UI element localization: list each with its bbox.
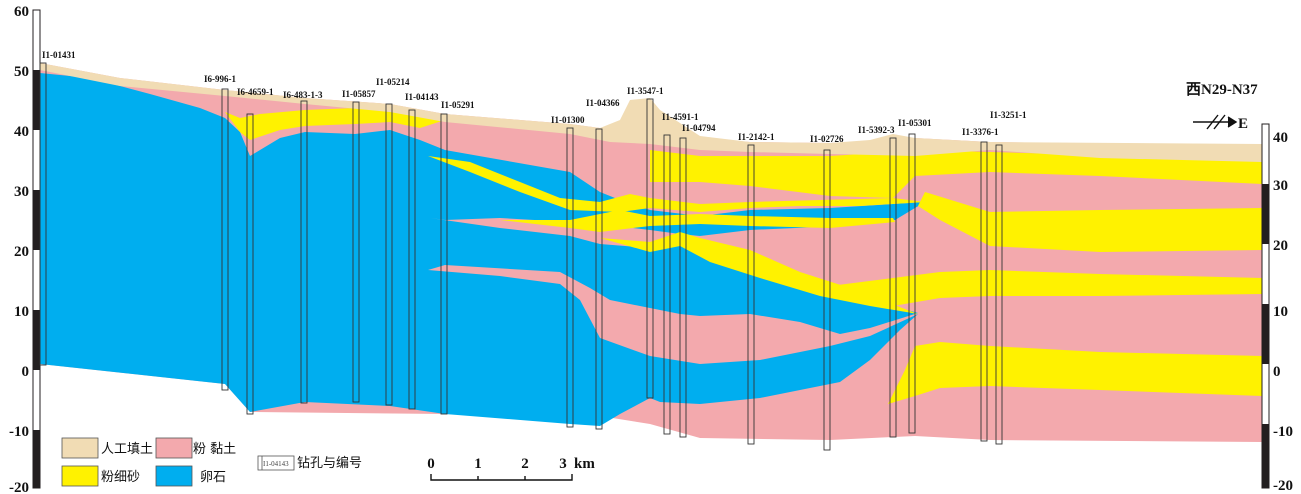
layer-fine-sand-east-lower xyxy=(830,270,1262,306)
right-axis-black-seg xyxy=(1262,184,1269,244)
legend-swatch-fine-sand xyxy=(61,465,99,487)
right-tick-label: 30 xyxy=(1273,178,1288,194)
left-tick-label: -10 xyxy=(9,424,29,440)
right-tick-label: -20 xyxy=(1273,478,1293,494)
left-elevation-axis: 60 50 40 30 20 10 0 -10 -20 xyxy=(9,4,41,494)
scale-tick-label: 0 xyxy=(427,456,435,472)
scale-bar: 0 1 2 3 km xyxy=(427,456,595,481)
right-tick-label: 40 xyxy=(1273,130,1288,146)
borehole-label: I1-05214 xyxy=(376,77,410,87)
layer-gravel-main xyxy=(40,73,925,426)
layer-fine-sand-lens-3 xyxy=(600,232,918,314)
borehole-label: I6-996-1 xyxy=(204,74,236,84)
right-tick-label: -10 xyxy=(1273,424,1293,440)
legend-swatch-gravel xyxy=(155,465,193,487)
left-tick-label: 10 xyxy=(14,304,29,320)
left-tick-label: 40 xyxy=(14,124,29,140)
borehole-column xyxy=(595,128,603,430)
borehole-label: I1-04794 xyxy=(682,123,716,133)
borehole-label: I1-02726 xyxy=(810,134,844,144)
borehole-label: I6-483-1-3 xyxy=(283,90,323,100)
right-tick-label: 10 xyxy=(1273,304,1288,320)
scale-tick-label: 3 xyxy=(559,456,567,472)
layer-fine-sand-lens-1 xyxy=(428,156,925,212)
borehole-labels: I1-01431 I6-996-1 I6-4659-1 I6-483-1-3 I… xyxy=(42,50,1027,144)
borehole-label: I1-3547-1 xyxy=(627,86,664,96)
left-axis-black-seg xyxy=(33,190,40,250)
layer-fine-sand-east-middle xyxy=(918,192,1262,252)
section-title: 西N29-N37 xyxy=(1186,81,1258,98)
borehole-label: I1-3376-1 xyxy=(962,127,999,137)
legend-swatch-silty-clay xyxy=(155,437,193,459)
borehole-column xyxy=(39,62,47,366)
left-tick-label: 20 xyxy=(14,244,29,260)
left-tick-label: 50 xyxy=(14,64,29,80)
legend-swatch-artificial-fill xyxy=(61,437,99,459)
right-tick-label: 0 xyxy=(1273,364,1281,380)
borehole-label: I1-04143 xyxy=(405,92,439,102)
legend-label: 粉 黏土 xyxy=(193,441,236,457)
borehole-column xyxy=(566,127,574,428)
legend-label: 卵石 xyxy=(200,470,226,485)
scale-unit: km xyxy=(574,456,595,472)
right-axis-black-seg xyxy=(1262,304,1269,364)
borehole-label: I1-01300 xyxy=(551,115,585,125)
borehole-column xyxy=(246,113,254,415)
layer-fine-sand-lens-2 xyxy=(500,210,895,232)
borehole-column xyxy=(908,133,916,434)
borehole-column xyxy=(646,98,654,399)
borehole-column xyxy=(352,101,360,403)
left-tick-label: 60 xyxy=(14,4,29,20)
legend-borehole-sample-text: I1-04143 xyxy=(263,460,289,468)
left-tick-label: 30 xyxy=(14,184,29,200)
left-tick-label: 0 xyxy=(22,364,30,380)
layer-fine-sand-west xyxy=(225,108,445,140)
borehole-label: I1-4591-1 xyxy=(662,112,699,122)
left-tick-label: -20 xyxy=(9,480,29,494)
borehole-label: I1-01431 xyxy=(42,50,76,60)
scale-tick-label: 1 xyxy=(474,456,482,472)
right-tick-label: 20 xyxy=(1273,238,1288,254)
boreholes xyxy=(39,62,1003,451)
legend-borehole-sample xyxy=(257,455,295,471)
left-axis-black-seg xyxy=(33,310,40,370)
direction-label: E xyxy=(1238,116,1248,132)
borehole-label: I1-05857 xyxy=(342,89,376,99)
borehole-column xyxy=(663,134,671,435)
legend: 人工填土 粉 黏土 粉细砂 卵石 I1-04143 钻孔与编号 xyxy=(61,437,362,487)
left-axis-black-seg xyxy=(33,430,40,488)
borehole-column xyxy=(385,103,393,406)
right-axis-black-seg xyxy=(1262,424,1269,488)
legend-label: 钻孔与编号 xyxy=(297,456,362,471)
borehole-label: I1-2142-1 xyxy=(738,132,775,142)
borehole-label: I1-04366 xyxy=(586,98,620,108)
borehole-column xyxy=(889,137,897,438)
legend-label: 人工填土 xyxy=(101,442,153,457)
direction-arrow-icon xyxy=(1193,114,1238,130)
borehole-column xyxy=(995,144,1003,445)
borehole-column xyxy=(408,109,416,410)
layer-fine-sand-east-bottom xyxy=(888,342,1262,404)
left-axis-black-seg xyxy=(33,70,40,130)
borehole-label: I1-3251-1 xyxy=(990,110,1027,120)
right-elevation-axis: 40 30 20 10 0 -10 -20 xyxy=(1261,123,1293,494)
borehole-label: I6-4659-1 xyxy=(237,87,274,97)
borehole-column xyxy=(221,88,229,391)
borehole-label: I1-05301 xyxy=(898,118,932,128)
borehole-column xyxy=(440,113,448,415)
scale-tick-label: 2 xyxy=(521,456,529,472)
borehole-column xyxy=(747,144,755,445)
borehole-label: I1-5392-3 xyxy=(858,125,895,135)
layer-artificial-fill xyxy=(40,63,1262,162)
borehole-column xyxy=(980,141,988,442)
borehole-column xyxy=(823,149,831,451)
legend-label: 粉细砂 xyxy=(101,470,140,485)
borehole-column xyxy=(300,100,308,404)
borehole-column xyxy=(679,137,687,438)
layer-fine-sand-east-upper xyxy=(650,150,1262,198)
scale-line xyxy=(430,474,573,481)
borehole-label: I1-05291 xyxy=(441,100,475,110)
